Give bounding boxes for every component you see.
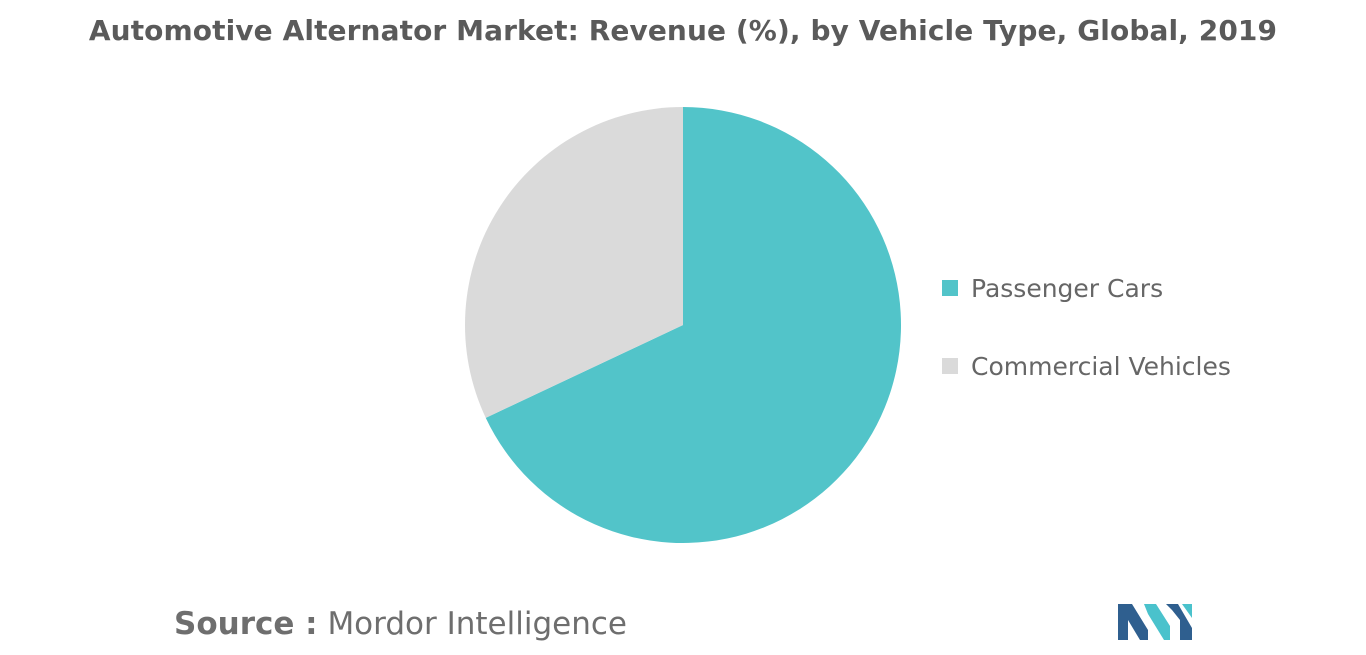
chart-title: Automotive Alternator Market: Revenue (%… bbox=[88, 14, 1278, 47]
legend-label-commercial-vehicles: Commercial Vehicles bbox=[971, 351, 1231, 381]
mordor-intelligence-logo-icon bbox=[1118, 604, 1192, 640]
legend-item-commercial-vehicles: Commercial Vehicles bbox=[942, 346, 1231, 386]
logo-shape-right-accent bbox=[1182, 604, 1192, 618]
pie-slice-passenger-cars bbox=[485, 107, 902, 543]
source-prefix: Source : bbox=[174, 606, 318, 642]
legend-swatch-commercial-vehicles bbox=[942, 358, 958, 374]
source-text: Mordor Intelligence bbox=[327, 606, 627, 642]
legend-item-passenger-cars: Passenger Cars bbox=[942, 268, 1231, 308]
logo-shape-right bbox=[1166, 604, 1192, 640]
logo-shape-left bbox=[1118, 604, 1148, 640]
logo-shape-middle bbox=[1144, 604, 1170, 640]
chart-legend: Passenger Cars Commercial Vehicles bbox=[942, 268, 1231, 424]
source-caption: Source : Mordor Intelligence bbox=[174, 606, 627, 642]
legend-label-passenger-cars: Passenger Cars bbox=[971, 273, 1164, 303]
legend-swatch-passenger-cars bbox=[942, 280, 958, 296]
pie-slice-commercial-vehicles bbox=[465, 107, 683, 418]
